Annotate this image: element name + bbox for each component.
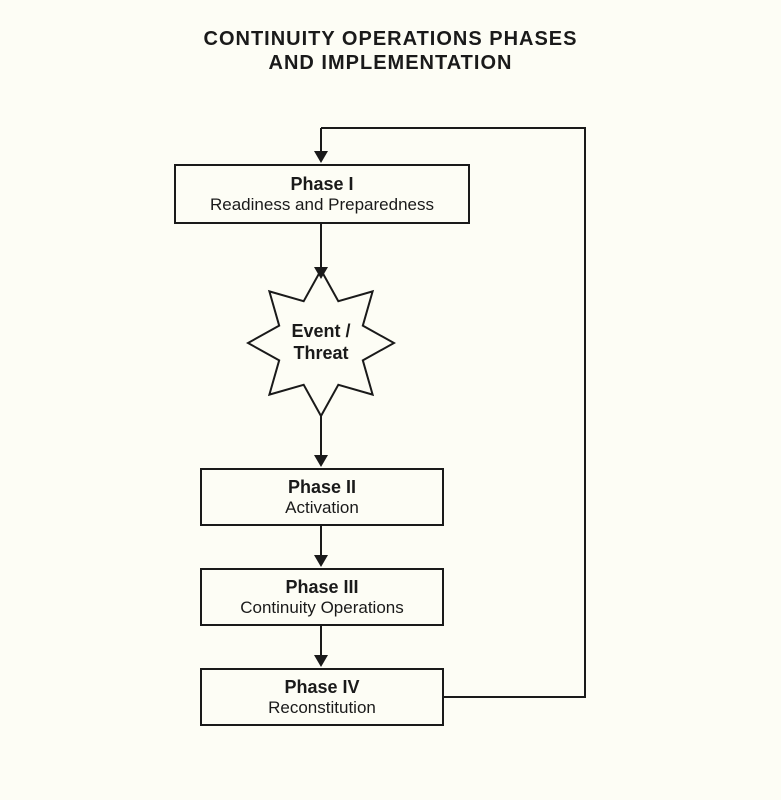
diagram-title-line1: CONTINUITY OPERATIONS PHASES bbox=[0, 28, 781, 51]
edge-1-arrow bbox=[314, 267, 328, 279]
node-phase4-subtitle: Reconstitution bbox=[268, 698, 376, 718]
feedback-v1 bbox=[584, 128, 586, 698]
edge-0-arrow bbox=[314, 151, 328, 163]
node-phase4-title: Phase IV bbox=[284, 677, 359, 698]
node-phase4: Phase IVReconstitution bbox=[200, 668, 444, 726]
node-phase3: Phase IIIContinuity Operations bbox=[200, 568, 444, 626]
node-phase1-title: Phase I bbox=[290, 174, 353, 195]
edge-4-arrow bbox=[314, 655, 328, 667]
edge-0 bbox=[320, 128, 322, 152]
node-event: Event /Threat bbox=[246, 268, 396, 418]
node-phase2-title: Phase II bbox=[288, 477, 356, 498]
node-event-label: Event /Threat bbox=[291, 321, 350, 364]
node-phase2-subtitle: Activation bbox=[285, 498, 359, 518]
node-phase1: Phase IReadiness and Preparedness bbox=[174, 164, 470, 224]
edge-3-arrow bbox=[314, 555, 328, 567]
node-phase3-subtitle: Continuity Operations bbox=[240, 598, 403, 618]
edge-2-arrow bbox=[314, 455, 328, 467]
edge-3 bbox=[320, 526, 322, 556]
edge-2 bbox=[320, 414, 322, 456]
diagram-title-line2: AND IMPLEMENTATION bbox=[0, 52, 781, 75]
feedback-h2 bbox=[321, 127, 586, 129]
node-phase3-title: Phase III bbox=[285, 577, 358, 598]
edge-4 bbox=[320, 626, 322, 656]
edge-1 bbox=[320, 224, 322, 268]
node-phase2: Phase IIActivation bbox=[200, 468, 444, 526]
feedback-h1 bbox=[444, 696, 585, 698]
node-phase1-subtitle: Readiness and Preparedness bbox=[210, 195, 434, 215]
